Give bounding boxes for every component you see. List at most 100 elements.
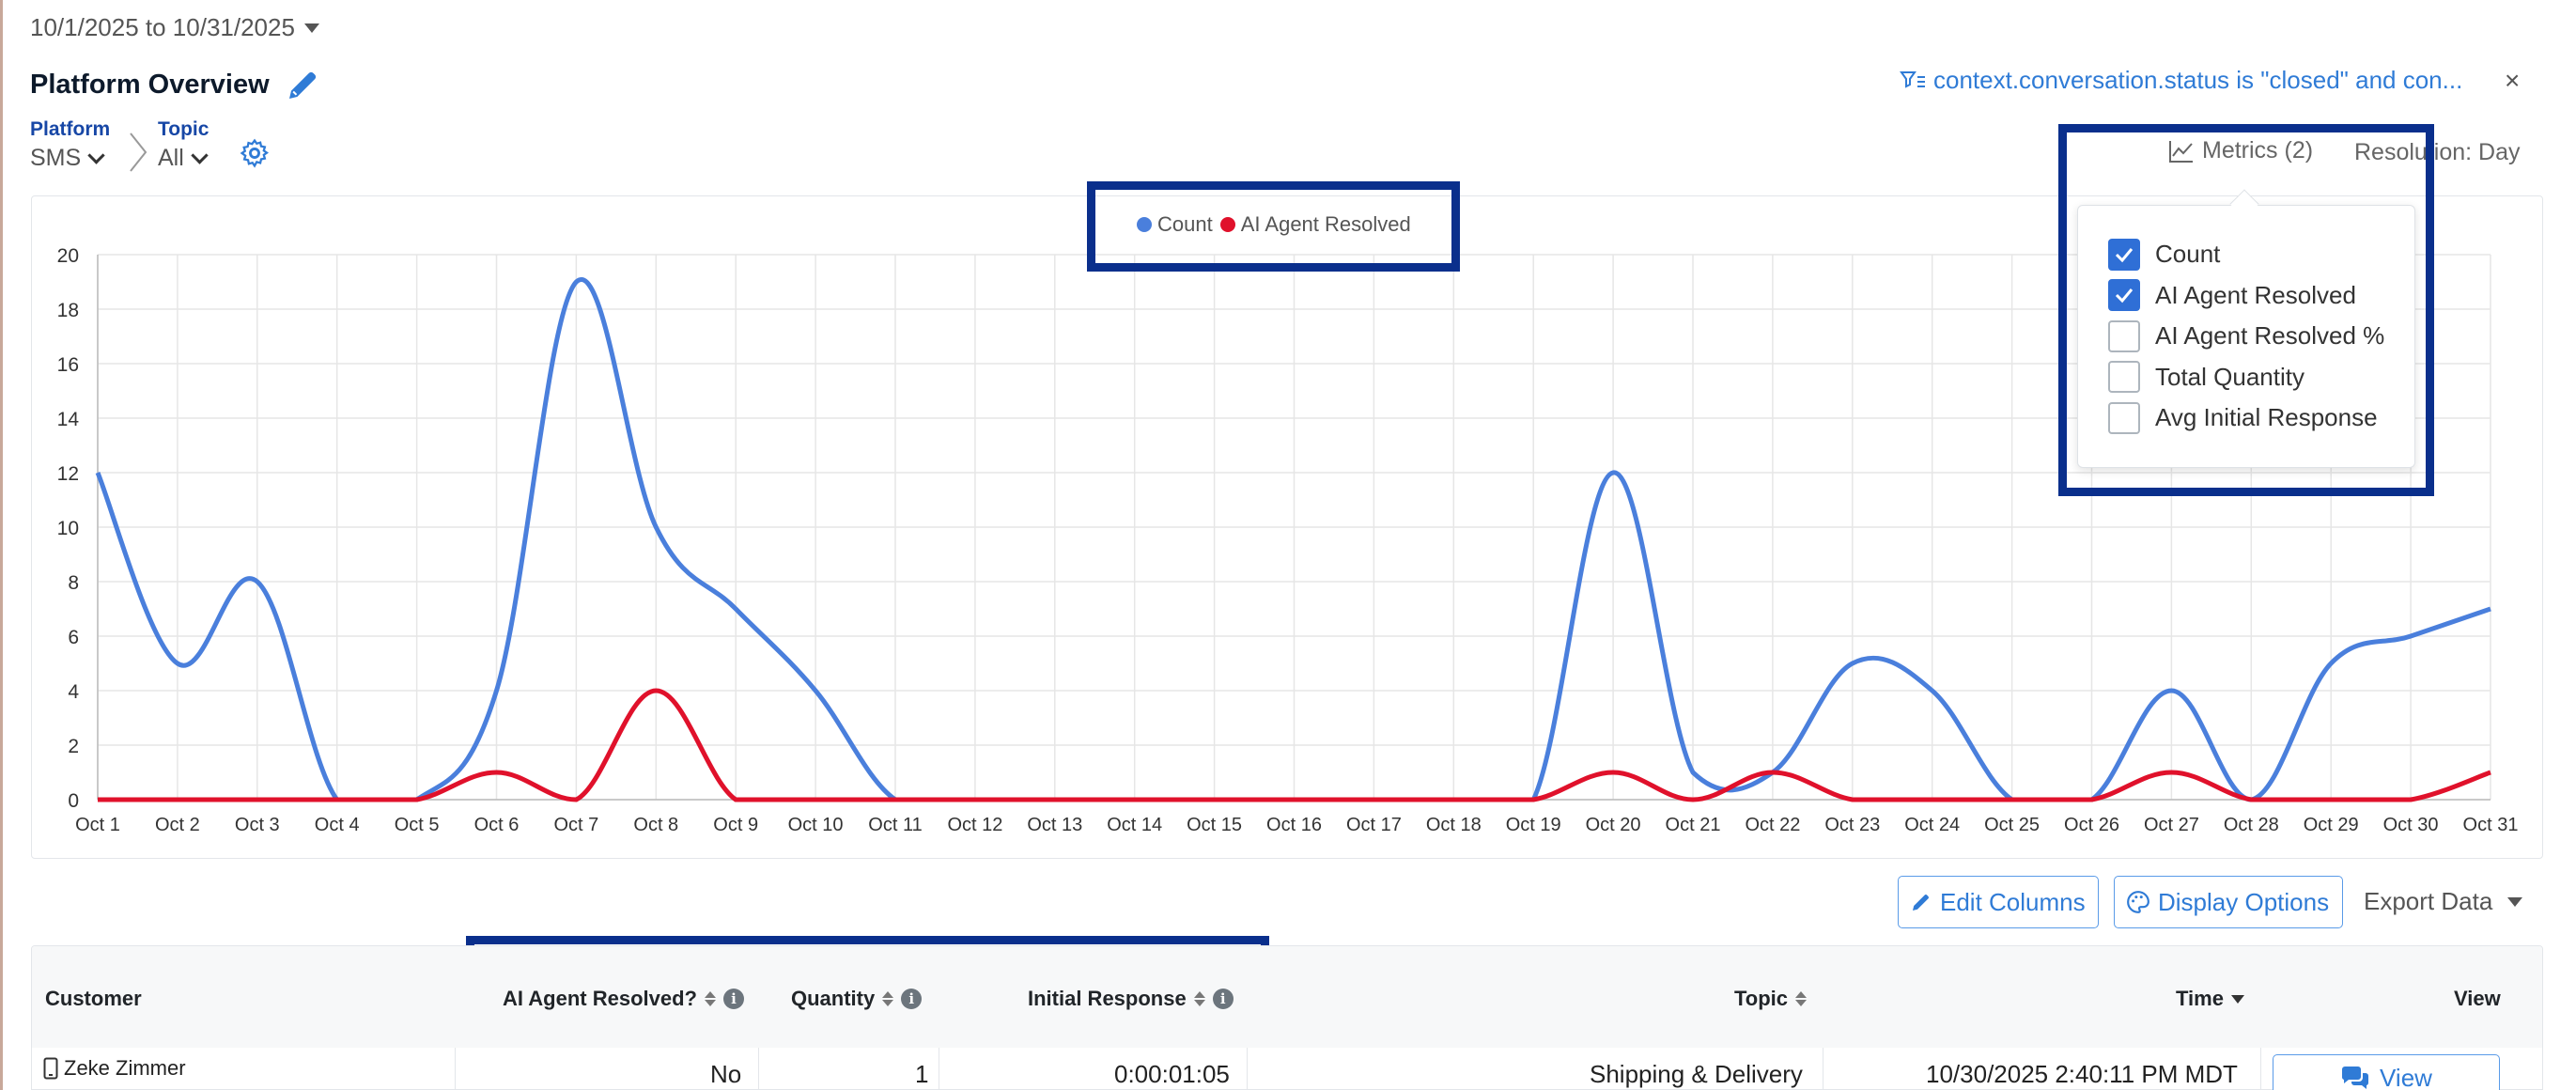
table-cell-topic: Shipping & Delivery bbox=[1590, 1060, 1803, 1088]
export-data-label: Export Data bbox=[2364, 887, 2493, 915]
y-tick-label: 4 bbox=[68, 681, 79, 703]
column-header-topic[interactable]: Topic bbox=[1734, 987, 1808, 1011]
view-conversation-button[interactable]: View bbox=[2273, 1054, 2500, 1090]
column-header-view: View bbox=[2454, 987, 2501, 1011]
x-tick-label: Oct 7 bbox=[554, 815, 599, 835]
metric-option-label: Avg Initial Response bbox=[2155, 403, 2378, 432]
checkbox-checked[interactable] bbox=[2108, 279, 2140, 312]
column-header-initial-response[interactable]: Initial Response i bbox=[1028, 987, 1234, 1011]
column-header-label: View bbox=[2454, 987, 2501, 1010]
active-filter[interactable]: context.conversation.status is "closed" … bbox=[1900, 66, 2462, 95]
metric-option-label: Total Quantity bbox=[2155, 362, 2304, 391]
metric-option[interactable]: Total Quantity bbox=[2108, 357, 2414, 398]
y-tick-label: 2 bbox=[68, 736, 79, 757]
resolution-select[interactable]: Resolution: Day bbox=[2354, 139, 2521, 165]
x-tick-label: Oct 27 bbox=[2144, 815, 2199, 835]
left-border bbox=[0, 0, 3, 1090]
checkbox[interactable] bbox=[2108, 319, 2140, 352]
customer-name: Zeke Zimmer bbox=[64, 1056, 186, 1080]
metric-option-label: AI Agent Resolved bbox=[2155, 280, 2356, 309]
x-tick-label: Oct 18 bbox=[1426, 815, 1482, 835]
x-tick-label: Oct 21 bbox=[1666, 815, 1721, 835]
column-header-ai-resolved[interactable]: AI Agent Resolved? i bbox=[503, 987, 744, 1011]
x-tick-label: Oct 17 bbox=[1346, 815, 1402, 835]
column-header-label: Initial Response bbox=[1028, 987, 1187, 1010]
checkbox-checked[interactable] bbox=[2108, 238, 2140, 271]
table-cell-customer[interactable]: Zeke Zimmer bbox=[43, 1056, 186, 1081]
column-divider bbox=[2260, 1048, 2261, 1089]
breadcrumb-platform[interactable]: Platform SMS bbox=[30, 118, 110, 172]
x-tick-label: Oct 29 bbox=[2304, 815, 2359, 835]
data-table bbox=[31, 945, 2543, 1090]
x-tick-label: Oct 1 bbox=[75, 815, 120, 835]
x-tick-label: Oct 10 bbox=[788, 815, 844, 835]
metric-option[interactable]: Count bbox=[2108, 234, 2414, 275]
x-tick-label: Oct 9 bbox=[713, 815, 758, 835]
checkbox[interactable] bbox=[2108, 401, 2140, 434]
platform-value: SMS bbox=[30, 145, 82, 171]
metrics-label: Metrics (2) bbox=[2202, 137, 2314, 164]
check-icon bbox=[2115, 247, 2134, 262]
checkbox[interactable] bbox=[2108, 361, 2140, 394]
check-icon bbox=[2115, 288, 2134, 304]
legend-item-count[interactable]: Count bbox=[1137, 212, 1213, 237]
metric-option[interactable]: AI Agent Resolved bbox=[2108, 275, 2414, 317]
date-range-text: 10/1/2025 to 10/31/2025 bbox=[30, 13, 295, 41]
export-data-dropdown[interactable]: Export Data bbox=[2364, 887, 2523, 916]
info-icon[interactable]: i bbox=[901, 989, 923, 1009]
x-tick-label: Oct 13 bbox=[1027, 815, 1082, 835]
column-header-label: Customer bbox=[45, 987, 142, 1010]
display-options-button[interactable]: Display Options bbox=[2114, 876, 2343, 928]
metric-option[interactable]: AI Agent Resolved % bbox=[2108, 316, 2414, 357]
page-title: Platform Overview bbox=[30, 69, 270, 100]
table-cell-initial-response: 0:00:01:05 bbox=[1114, 1060, 1230, 1088]
display-options-label: Display Options bbox=[2158, 887, 2330, 916]
y-tick-label: 20 bbox=[57, 245, 79, 267]
metric-option[interactable]: Avg Initial Response bbox=[2108, 397, 2414, 439]
date-range-picker[interactable]: 10/1/2025 to 10/31/2025 bbox=[30, 13, 319, 42]
edit-columns-button[interactable]: Edit Columns bbox=[1898, 876, 2099, 928]
x-tick-label: Oct 30 bbox=[2383, 815, 2439, 835]
x-tick-label: Oct 14 bbox=[1107, 815, 1162, 835]
view-label: View bbox=[2380, 1063, 2432, 1090]
info-icon[interactable]: i bbox=[1212, 989, 1234, 1009]
legend-item-ai-agent-resolved[interactable]: AI Agent Resolved bbox=[1219, 212, 1411, 237]
breadcrumb-topic[interactable]: Topic All bbox=[158, 118, 209, 172]
column-header-time[interactable]: Time bbox=[2176, 987, 2244, 1011]
x-tick-label: Oct 28 bbox=[2224, 815, 2279, 835]
x-tick-label: Oct 31 bbox=[2463, 815, 2519, 835]
column-header-label: Quantity bbox=[791, 987, 876, 1010]
metrics-button[interactable]: Metrics (2) bbox=[2168, 137, 2313, 164]
column-divider bbox=[1247, 1048, 1248, 1089]
table-cell-quantity: 1 bbox=[915, 1060, 929, 1088]
platform-label: Platform bbox=[30, 118, 111, 140]
table-cell-ai-resolved: No bbox=[710, 1060, 742, 1088]
y-tick-label: 8 bbox=[68, 572, 79, 594]
legend-label: AI Agent Resolved bbox=[1240, 212, 1411, 236]
legend-dot bbox=[1137, 217, 1152, 232]
x-tick-label: Oct 25 bbox=[1984, 815, 2040, 835]
column-header-label: AI Agent Resolved? bbox=[503, 987, 697, 1010]
clear-filter-close-icon[interactable]: × bbox=[2505, 66, 2521, 95]
y-tick-label: 0 bbox=[68, 790, 79, 812]
info-icon[interactable]: i bbox=[723, 989, 744, 1009]
x-tick-label: Oct 23 bbox=[1824, 815, 1880, 835]
x-tick-label: Oct 12 bbox=[947, 815, 1002, 835]
column-header-quantity[interactable]: Quantity i bbox=[791, 987, 923, 1011]
table-header bbox=[32, 946, 2542, 1048]
edit-title-pencil-icon[interactable] bbox=[285, 66, 322, 103]
platform-select[interactable]: SMS bbox=[30, 145, 110, 172]
gear-icon[interactable] bbox=[239, 137, 271, 174]
topic-select[interactable]: All bbox=[158, 145, 209, 172]
topic-value: All bbox=[158, 145, 184, 171]
caret-down-icon bbox=[303, 23, 319, 33]
page-title-row: Platform Overview bbox=[30, 66, 322, 103]
x-tick-label: Oct 2 bbox=[155, 815, 200, 835]
metric-option-label: AI Agent Resolved % bbox=[2155, 321, 2385, 350]
metric-option-label: Count bbox=[2155, 240, 2221, 269]
x-tick-label: Oct 22 bbox=[1745, 815, 1800, 835]
x-tick-label: Oct 4 bbox=[315, 815, 360, 835]
breadcrumb-separator-icon bbox=[130, 132, 147, 172]
column-header-customer[interactable]: Customer bbox=[45, 987, 142, 1011]
edit-columns-label: Edit Columns bbox=[1940, 887, 2086, 916]
